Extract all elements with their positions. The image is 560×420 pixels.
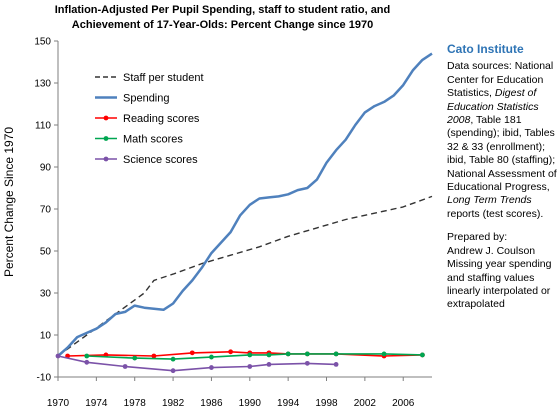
x-tick-label: 1990 [239,398,262,409]
data-point-math-scores [84,353,90,359]
series-line-math-scores [86,353,423,360]
y-axis-label: Percent Change Since 1970 [2,127,16,277]
y-tick-label: 90 [40,163,52,174]
x-tick-label: 1986 [200,398,223,409]
y-tick-label: 50 [40,247,52,258]
data-point-science-scores [304,360,310,366]
interpolation-note: Missing year spending and staffing value… [447,258,552,311]
data-point-math-scores [285,351,291,357]
data-point-math-scores [209,354,214,360]
credits-note: Prepared by: Andrew J. Coulson Missing yea… [447,231,559,311]
author-name: Andrew J. Coulson [447,244,536,257]
data-point-math-scores [381,351,387,357]
legend-marker-math-scores [103,136,109,141]
data-point-science-scores [170,368,176,374]
sources-text-1: Data sources: National Center for Educat… [447,60,554,100]
x-tick-label: 1994 [277,398,300,409]
data-sources-note: Data sources: National Center for Educat… [447,60,559,221]
x-tick-label: 2006 [392,398,415,409]
data-point-reading-scores [151,353,157,359]
x-tick-label: 1998 [315,398,338,409]
legend-label-spending: Spending [123,93,170,105]
institution-name: Cato Institute [447,42,524,56]
data-point-science-scores [266,362,272,367]
chart-title-line-2: Achievement of 17-Year-Olds: Percent Cha… [71,19,374,31]
y-tick-label: 70 [40,205,52,216]
prepared-by-label: Prepared by: [447,231,508,244]
data-point-science-scores [122,364,128,369]
data-point-science-scores [84,359,90,365]
legend-label-math-scores: Math scores [123,134,183,146]
y-tick-label: 10 [40,331,52,342]
data-point-reading-scores [189,350,195,356]
x-tick-label: 2002 [354,398,377,409]
x-tick-label: 1974 [85,398,108,409]
data-point-math-scores [304,351,310,357]
sources-text-2: , Table 181 (spending); ibid, Tables 32 … [447,114,557,194]
x-tick-label: 1970 [47,398,70,409]
chart-title: Inflation-Adjusted Per Pupil Spending, s… [0,3,445,33]
legend: Staff per student Spending Reading scores M… [95,72,204,166]
y-tick-label: 150 [34,37,51,48]
chart-title-line-1: Inflation-Adjusted Per Pupil Spending, s… [54,4,391,16]
data-point-reading-scores [228,349,234,355]
y-tick-label: 130 [34,79,51,90]
data-point-science-scores [247,364,253,369]
y-tick-label: -10 [37,373,52,384]
data-point-science-scores [333,362,339,367]
legend-marker-science-scores [103,156,109,162]
y-tick-label: 110 [35,121,51,132]
data-point-math-scores [333,351,339,357]
data-point-math-scores [170,356,176,362]
data-point-math-scores [420,352,425,358]
series-layer [55,52,433,374]
series-line-spending [57,52,433,357]
sources-text-3: reports (test scores). [447,207,544,220]
side-panel: Cato Institute Data sources: National Ce… [447,42,559,322]
sources-title-trends: Long Term Trends [447,194,532,207]
legend-label-staff-per-student: Staff per student [123,72,204,84]
data-point-science-scores [209,365,214,370]
x-axis-ticks: 1970 1974 1978 1982 1986 1990 1994 1998 2002 2006 [47,377,415,409]
legend-marker-reading-scores [103,115,109,121]
x-tick-label: 1978 [124,398,147,409]
x-tick-label: 1982 [162,398,185,409]
legend-label-science-scores: Science scores [123,154,198,166]
series-line-staff-per-student [57,195,433,357]
data-point-math-scores [132,355,138,361]
legend-label-reading-scores: Reading scores [123,113,200,125]
y-axis-ticks: -10 10 30 50 70 90 110 130 150 [34,37,58,384]
y-tick-label: 30 [40,289,52,300]
data-point-math-scores [266,352,272,358]
data-point-math-scores [247,352,253,358]
data-point-science-scores [55,353,61,359]
sources-title-digest: Digest of Education Statistics 2008 [447,87,539,127]
